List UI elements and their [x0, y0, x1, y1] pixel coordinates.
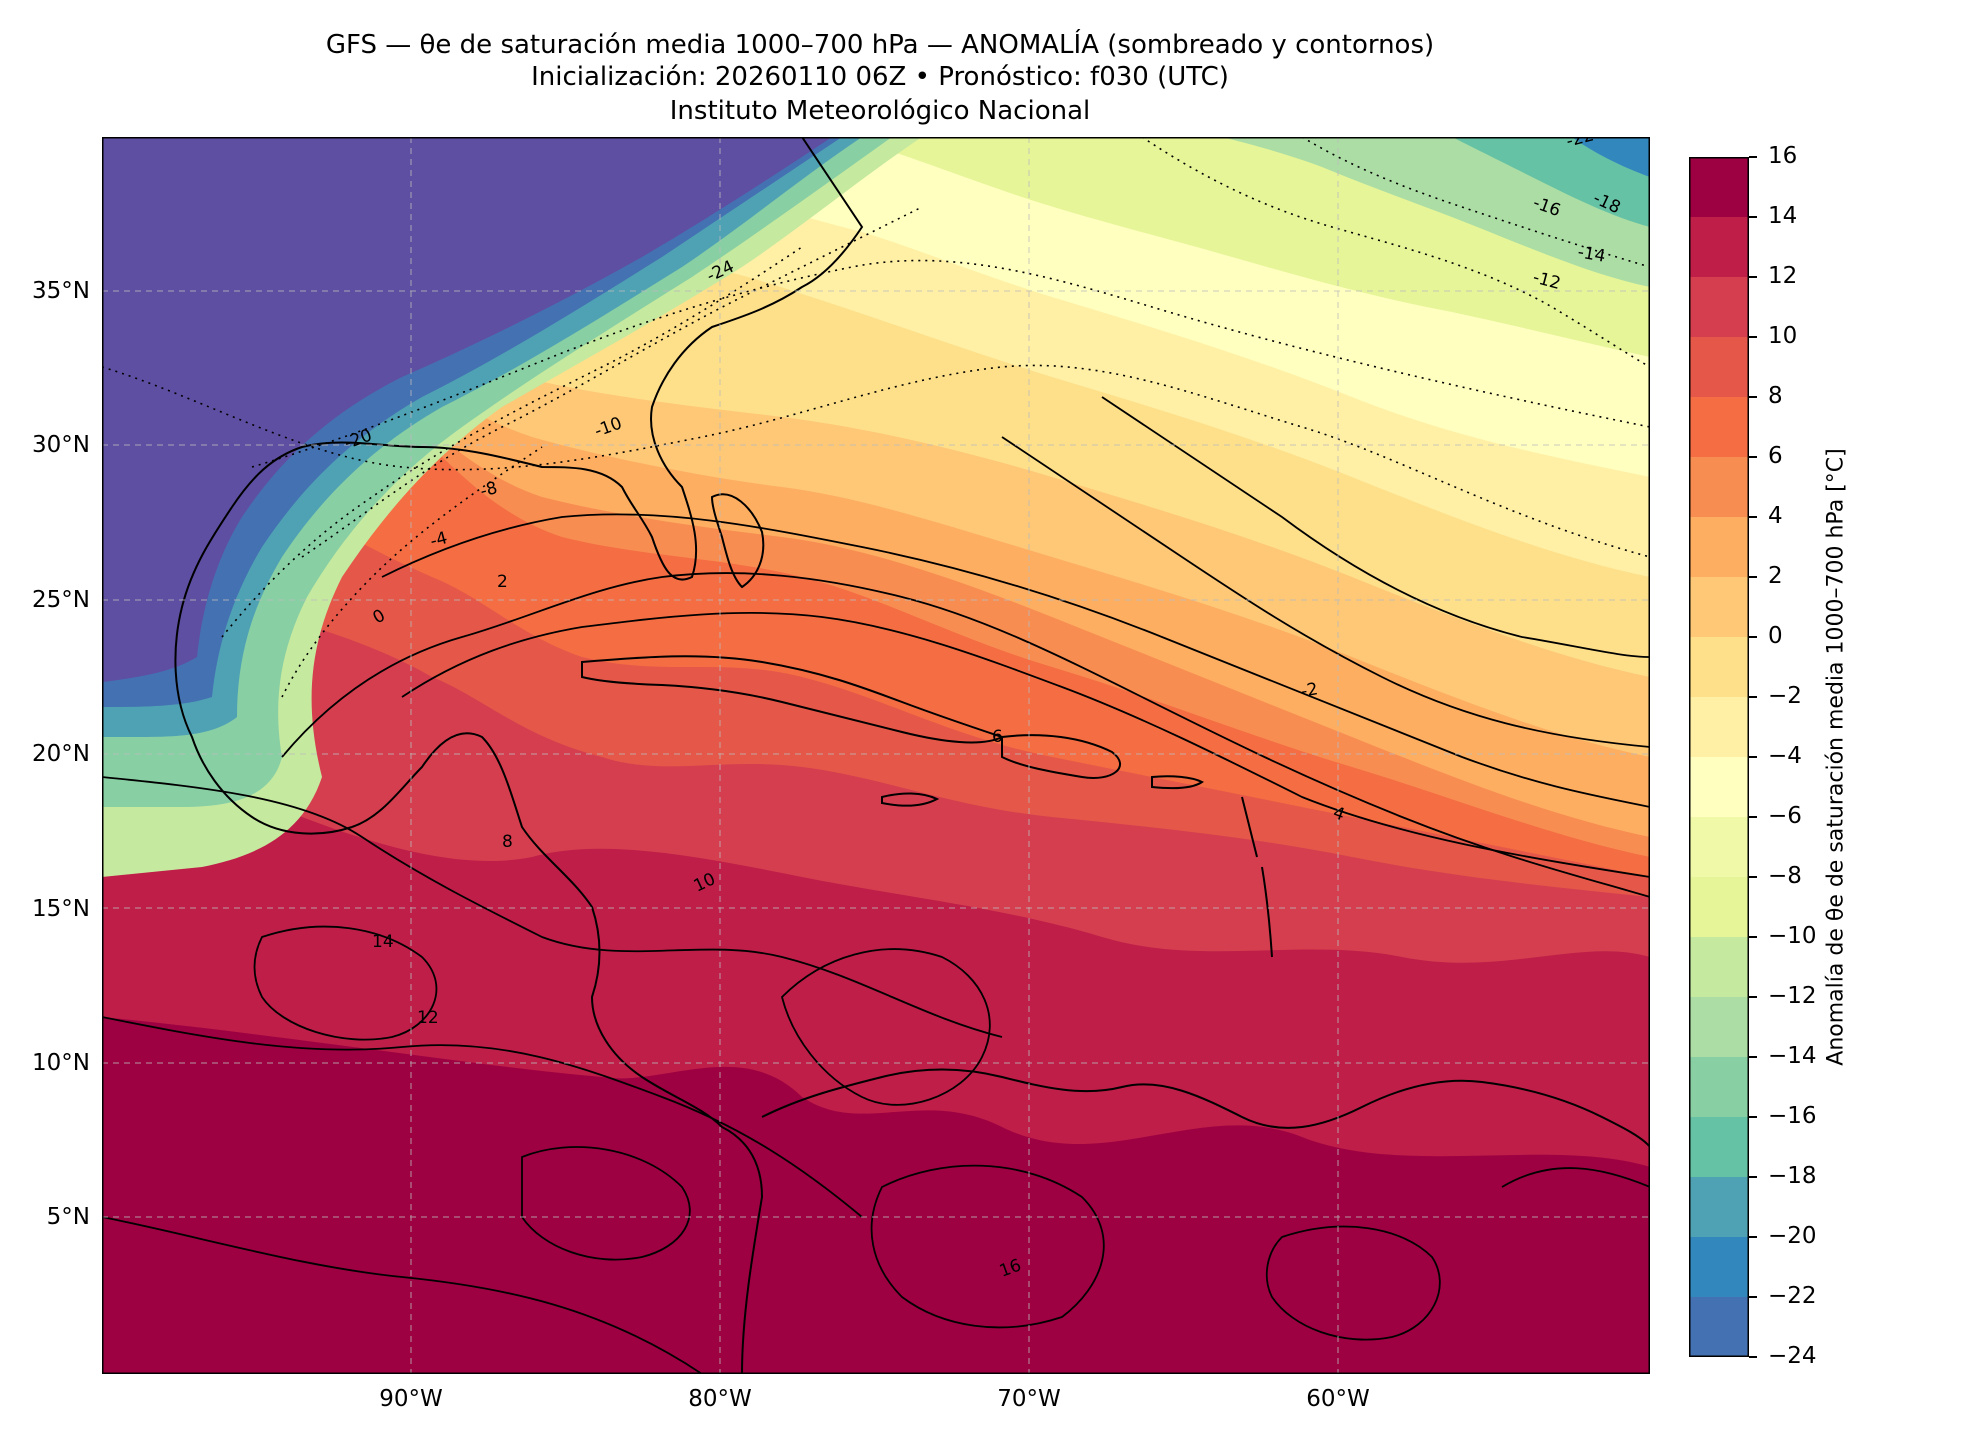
colorbar-tick-label: 0: [1768, 623, 1783, 649]
colorbar-tick-mark: [1749, 516, 1757, 518]
lon-tick-label: 90°W: [379, 1386, 443, 1412]
colorbar-bin: [1689, 637, 1749, 698]
colorbar-tick-mark: [1749, 996, 1757, 998]
colorbar-bin: [1689, 217, 1749, 278]
colorbar-tick-label: −16: [1768, 1103, 1817, 1129]
colorbar-bin: [1689, 997, 1749, 1058]
colorbar-tick-mark: [1749, 396, 1757, 398]
map-panel: -24 -22 -20 -18 -16 -14 -12 -10 -8 -4 -2…: [102, 137, 1650, 1374]
colorbar-bin: [1689, 517, 1749, 578]
colorbar-bin: [1689, 817, 1749, 878]
anomaly-band-m24: [102, 137, 832, 682]
colorbar-tick-label: −4: [1768, 743, 1802, 769]
colorbar-tick-label: −2: [1768, 683, 1802, 709]
colorbar-bin: [1689, 277, 1749, 338]
title-line-1: GFS — θe de saturación media 1000–700 hP…: [325, 30, 1435, 60]
colorbar-tick-label: −24: [1768, 1343, 1817, 1369]
colorbar-tick-mark: [1749, 336, 1757, 338]
colorbar-tick-mark: [1749, 1176, 1757, 1178]
colorbar-bin: [1689, 157, 1749, 218]
contour-label: -8: [478, 478, 500, 502]
lat-tick-label: 10°N: [32, 1050, 90, 1076]
lat-tick-label: 5°N: [46, 1204, 90, 1230]
colorbar-bin: [1689, 337, 1749, 398]
colorbar-bin: [1689, 1057, 1749, 1118]
negative-contours: [102, 137, 1650, 698]
colorbar-bin: [1689, 1177, 1749, 1238]
colorbar-tick-label: 8: [1768, 383, 1783, 409]
colorbar-tick-label: −12: [1768, 983, 1817, 1009]
colorbar-tick-label: 4: [1768, 503, 1783, 529]
map-canvas: -24 -22 -20 -18 -16 -14 -12 -10 -8 -4 -2…: [102, 137, 1650, 1374]
colorbar-tick-label: −22: [1768, 1283, 1817, 1309]
contour-label: 6: [992, 727, 1003, 747]
graticule: [102, 137, 1650, 1374]
title-line-2: Inicialización: 20260110 06Z • Pronóstic…: [531, 62, 1229, 92]
anomaly-band-m8: [102, 137, 1650, 357]
colorbar-tick-mark: [1749, 276, 1757, 278]
anomaly-band-m20: [1572, 137, 1650, 177]
lon-tick-label: 80°W: [688, 1386, 752, 1412]
colorbar-bin: [1689, 1297, 1749, 1357]
colorbar-tick-label: −14: [1768, 1043, 1817, 1069]
colorbar-tick-mark: [1749, 1236, 1757, 1238]
colorbar-tick-label: 2: [1768, 563, 1783, 589]
colorbar-bin: [1689, 397, 1749, 458]
colorbar-tick-mark: [1749, 1356, 1757, 1358]
lon-tick-label: 60°W: [1306, 1386, 1370, 1412]
colorbar-tick-mark: [1749, 576, 1757, 578]
contour-label: 2: [497, 572, 508, 592]
colorbar-tick-mark: [1749, 456, 1757, 458]
contour-label: -2: [1299, 679, 1319, 702]
colorbar-tick-label: 12: [1768, 263, 1798, 289]
colorbar-tick-label: −20: [1768, 1223, 1817, 1249]
colorbar-tick-mark: [1749, 936, 1757, 938]
contour-label: 8: [502, 832, 513, 852]
colorbar-tick-label: 14: [1768, 203, 1798, 229]
colorbar-tick-mark: [1749, 636, 1757, 638]
colorbar-bin: [1689, 1117, 1749, 1178]
lat-tick-label: 25°N: [32, 587, 90, 613]
contour-label: -4: [428, 528, 450, 552]
contour-label: 14: [372, 932, 394, 952]
colorbar-bin: [1689, 877, 1749, 938]
colorbar-tick-mark: [1749, 216, 1757, 218]
colorbar-tick-mark: [1749, 1116, 1757, 1118]
colorbar-tick-mark: [1749, 696, 1757, 698]
colorbar-tick-mark: [1749, 156, 1757, 158]
colorbar-bin: [1689, 937, 1749, 998]
lat-tick-label: 30°N: [32, 432, 90, 458]
colorbar-tick-label: −18: [1768, 1163, 1817, 1189]
colorbar-bin: [1689, 577, 1749, 638]
lat-tick-label: 35°N: [32, 278, 90, 304]
lat-tick-label: 20°N: [32, 741, 90, 767]
colorbar-tick-mark: [1749, 876, 1757, 878]
anomaly-band-m16: [1452, 137, 1650, 227]
colorbar-tick-label: −8: [1768, 863, 1802, 889]
colorbar-tick-mark: [1749, 756, 1757, 758]
colorbar-tick-mark: [1749, 1296, 1757, 1298]
colorbar-tick-label: 6: [1768, 443, 1783, 469]
lon-tick-label: 70°W: [997, 1386, 1061, 1412]
contour-label: 12: [417, 1008, 439, 1028]
colorbar-label: Anomalía de θe de saturación media 1000–…: [1823, 448, 1849, 1066]
colorbar-tick-mark: [1749, 816, 1757, 818]
colorbar-tick-mark: [1749, 1056, 1757, 1058]
lat-tick-label: 15°N: [32, 896, 90, 922]
colorbar-bin: [1689, 697, 1749, 758]
colorbar-bin: [1689, 757, 1749, 818]
colorbar-bin: [1689, 457, 1749, 518]
coastlines: [174, 137, 1650, 1374]
colorbar-tick-label: 16: [1768, 143, 1798, 169]
colorbar: [1689, 157, 1749, 1357]
colorbar-tick-label: 10: [1768, 323, 1798, 349]
contour-label: -14: [1576, 242, 1607, 267]
colorbar-tick-label: −6: [1768, 803, 1802, 829]
colorbar-tick-label: −10: [1768, 923, 1817, 949]
positive-contours: [102, 396, 1650, 1374]
colorbar-bin: [1689, 1237, 1749, 1298]
title-line-3: Instituto Meteorológico Nacional: [669, 96, 1091, 126]
